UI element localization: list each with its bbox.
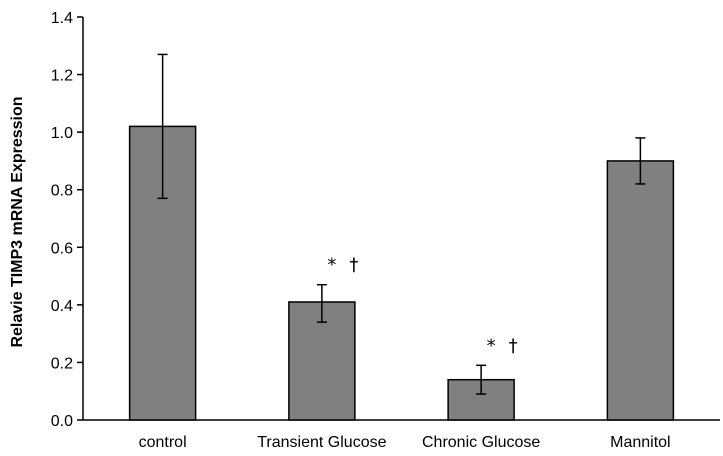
x-tick-label: Chronic Glucose: [422, 434, 540, 451]
bars: [128, 125, 675, 421]
significance-marker: †: [349, 255, 358, 276]
x-tick-label: control: [139, 434, 187, 451]
significance-marker: †: [509, 335, 518, 356]
y-tick-label: 1.2: [51, 68, 73, 85]
x-tick-label: Transient Glucose: [257, 434, 386, 451]
significance-marker: *: [487, 335, 496, 356]
y-tick-label: 0.4: [51, 298, 73, 315]
category-labels: control Transient Glucose Chronic Glucose M…: [139, 434, 671, 451]
y-tick-label: 0.8: [51, 183, 73, 200]
y-tick-label: 0.2: [51, 355, 73, 372]
significance-marker: *: [327, 255, 336, 276]
y-tick-label: 1.4: [51, 10, 73, 27]
x-tick-label: Mannitol: [610, 434, 670, 451]
bar: [606, 160, 675, 421]
y-tick-label: 1.0: [51, 125, 73, 142]
y-tick-label: 0.0: [51, 413, 73, 430]
error-bars: [157, 53, 646, 395]
y-axis-title: Relavie TIMP3 mRNA Expression: [9, 96, 26, 347]
annotations: * † * †: [327, 255, 517, 357]
y-tick-label: 0.6: [51, 240, 73, 257]
